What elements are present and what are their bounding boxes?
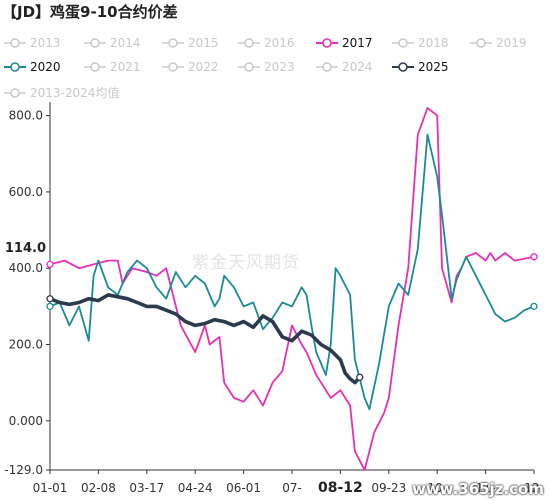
legend-circle — [90, 38, 100, 48]
series-point-2020 — [530, 302, 538, 311]
y-tick-label: 400.0 — [9, 261, 43, 275]
legend-marker-icon — [470, 38, 492, 48]
legend-marker-icon — [316, 38, 338, 48]
legend-marker-icon — [162, 62, 184, 72]
series-line-2025 — [49, 293, 362, 385]
series-line-2017 — [49, 107, 535, 471]
chart-legend: 2013 2014 2015 2016 2017 2018 2019 2020 2021 2022… — [0, 32, 550, 104]
series-line-2020 — [49, 133, 535, 411]
series-point-2017 — [530, 253, 538, 261]
legend-marker-icon — [238, 62, 260, 72]
legend-marker-icon — [162, 38, 184, 48]
legend-item-2022[interactable]: 2022 — [162, 60, 219, 74]
legend-marker-icon — [392, 38, 414, 48]
legend-circle — [398, 38, 408, 48]
legend-label: 2023 — [264, 60, 295, 74]
x-tick-label: 11- — [476, 481, 496, 495]
x-tick-label: 04-24 — [178, 481, 213, 495]
legend-label: 2013 — [30, 36, 61, 50]
x-tick-label: 03-17 — [129, 481, 164, 495]
legend-label: 2019 — [496, 36, 527, 50]
x-tick-label: 02-08 — [81, 481, 116, 495]
legend-item-2015[interactable]: 2015 — [162, 36, 219, 50]
y-tick-label: 800.0 — [9, 109, 43, 123]
watermark-text: 紫金天风期货 — [192, 253, 300, 273]
x-tick-label: 07- — [282, 481, 302, 495]
legend-item-2020[interactable]: 2020 — [4, 60, 61, 74]
current-value-tag: 114.0 — [0, 240, 48, 256]
x-tick-label: 10- — [427, 481, 447, 495]
current-value-label: 114.0 — [5, 241, 46, 256]
legend-item-2025[interactable]: 2025 — [392, 60, 449, 74]
current-value-bg — [0, 240, 48, 256]
legend-label: 2021 — [110, 60, 141, 74]
legend-item-2021[interactable]: 2021 — [84, 60, 141, 74]
x-tick-label: 12- — [524, 481, 544, 495]
legend-marker-icon — [4, 38, 26, 48]
legend-label: 2024 — [342, 60, 373, 74]
legend-circle — [10, 62, 20, 72]
legend-circle — [10, 87, 20, 98]
legend-label: 2015 — [188, 36, 219, 50]
legend-item-2024[interactable]: 2024 — [316, 60, 373, 74]
x-tick-label-current: 08-12 — [318, 480, 363, 496]
series-point-2020 — [46, 302, 54, 311]
series-point-2017 — [46, 260, 54, 269]
legend-item-2019[interactable]: 2019 — [470, 36, 527, 50]
y-tick-label: 600.0 — [9, 185, 43, 199]
legend-circle — [168, 62, 178, 72]
legend-item-2014[interactable]: 2014 — [84, 36, 141, 50]
legend-circle — [168, 38, 178, 48]
legend-circle — [322, 38, 332, 48]
legend-circle — [244, 38, 254, 48]
x-tick-label: 01-01 — [33, 481, 68, 495]
legend-item-2013-2024均值[interactable]: 2013-2024均值 — [4, 84, 119, 101]
legend-item-2018[interactable]: 2018 — [392, 36, 449, 50]
legend-label: 2016 — [264, 36, 295, 50]
legend-circle — [398, 62, 408, 72]
legend-marker-icon — [84, 62, 106, 72]
legend-item-2017[interactable]: 2017 — [316, 36, 373, 50]
legend-circle — [90, 62, 100, 72]
series-point-2025 — [46, 295, 54, 303]
legend-label: 2022 — [188, 60, 219, 74]
legend-marker-icon — [392, 62, 414, 72]
legend-marker-icon — [316, 62, 338, 72]
legend-label: 2025 — [418, 60, 449, 74]
series-point-2025 — [356, 373, 364, 381]
legend-marker-icon — [238, 38, 260, 48]
legend-marker-icon — [4, 62, 26, 72]
x-tick-label: 09-23 — [371, 481, 406, 495]
y-tick-label: -129.0 — [4, 463, 43, 477]
y-tick-label: 0.000 — [9, 414, 43, 428]
legend-circle — [476, 38, 486, 48]
legend-marker-icon — [4, 87, 26, 98]
chart-title: 【JD】鸡蛋9-10合约价差 — [2, 3, 178, 21]
legend-label: 2020 — [30, 60, 61, 74]
legend-item-2023[interactable]: 2023 — [238, 60, 295, 74]
legend-item-2013[interactable]: 2013 — [4, 36, 61, 50]
legend-circle — [10, 38, 20, 48]
site-watermark: www.365jz.com — [411, 480, 544, 498]
legend-item-2016[interactable]: 2016 — [238, 36, 295, 50]
legend-label: 2018 — [418, 36, 449, 50]
x-tick-label: 06-01 — [226, 481, 261, 495]
legend-label: 2013-2024均值 — [30, 86, 120, 100]
legend-circle — [244, 62, 254, 72]
legend-circle — [322, 62, 332, 72]
legend-marker-icon — [84, 38, 106, 48]
legend-label: 2017 — [342, 36, 373, 50]
y-tick-label: 200.0 — [9, 338, 43, 352]
legend-label: 2014 — [110, 36, 141, 50]
